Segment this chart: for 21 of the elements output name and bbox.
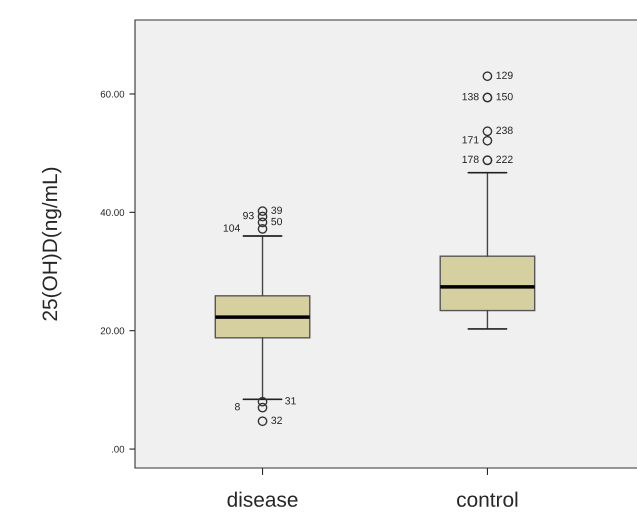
y-tick-label: .00 — [112, 446, 124, 453]
annotation: 39 — [271, 206, 282, 214]
y-tick-label: 20.00 — [100, 327, 124, 334]
annotation: 138 — [462, 92, 479, 100]
annotation: 93 — [243, 212, 254, 220]
annotation: 32 — [271, 416, 282, 424]
annotation: 222 — [496, 156, 513, 163]
annotation: 238 — [496, 126, 513, 134]
annotation: 104 — [224, 224, 240, 232]
annotation: 50 — [271, 218, 282, 226]
annotation: 31 — [285, 397, 296, 405]
annotation: 8 — [234, 403, 240, 410]
y-axis-title: 25(OH)D(ng/mL) — [42, 168, 62, 321]
x-tick-label: control — [457, 492, 518, 507]
annotation: 150 — [496, 92, 513, 100]
y-tick-label: 60.00 — [100, 90, 124, 98]
x-tick-label: disease — [228, 492, 298, 507]
annotation: 129 — [496, 72, 513, 80]
annotation: 178 — [462, 156, 479, 164]
y-tick-label: 40.00 — [100, 209, 124, 216]
annotation: 171 — [462, 136, 479, 144]
